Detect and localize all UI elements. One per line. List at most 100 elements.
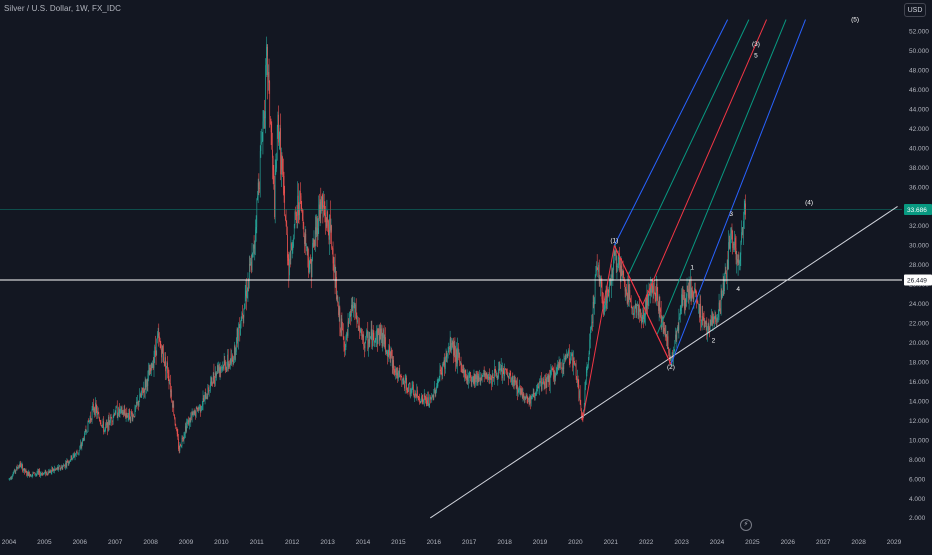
y-tick-label: 16.000: [909, 379, 929, 386]
y-tick-label: 46.000: [909, 87, 929, 94]
candle-body: [91, 418, 92, 420]
candle-body: [650, 285, 652, 293]
candle-body: [192, 412, 194, 415]
candle-body: [42, 473, 44, 476]
currency-button[interactable]: USD: [904, 3, 926, 17]
candle-body: [681, 294, 683, 306]
lightning-icon[interactable]: ⚡: [740, 519, 752, 531]
candle-body: [329, 214, 330, 240]
candle-body: [231, 357, 233, 361]
candle-body: [394, 371, 396, 373]
candle-body: [14, 469, 16, 472]
candle-body: [728, 242, 730, 249]
candle-body: [312, 242, 313, 260]
candle-body: [449, 338, 451, 349]
candle-body: [351, 304, 353, 309]
candle-body: [255, 229, 256, 243]
candle-body: [624, 281, 625, 282]
candle-body: [696, 291, 697, 303]
candle-body: [724, 279, 725, 292]
candle-body: [549, 375, 550, 385]
candle-body: [436, 386, 438, 387]
candle-body: [97, 410, 98, 415]
candle-body: [390, 349, 392, 358]
candle-body: [270, 118, 271, 124]
candle-body: [327, 211, 328, 223]
price-axis[interactable]: 2.000 4.000 6.000 8.000 10.000 12.000 14.000 16…: [904, 29, 932, 523]
candle-body: [374, 339, 376, 341]
candle-body: [417, 390, 418, 397]
candle-body: [451, 342, 452, 350]
candle-body: [223, 360, 225, 369]
y-tick-label: 24.000: [909, 301, 929, 308]
candle-body: [475, 375, 477, 379]
x-tick-label: 2010: [214, 539, 229, 546]
candle-body: [129, 419, 131, 422]
candle-body: [191, 416, 192, 418]
candle-body: [250, 261, 251, 266]
pitchfork-median-line[interactable]: [642, 19, 768, 305]
candle-body: [65, 462, 67, 466]
candle-body: [226, 365, 228, 371]
candle-body: [36, 473, 38, 475]
candle-body: [564, 357, 565, 360]
candle-body: [279, 128, 281, 141]
candle-body: [227, 354, 229, 368]
candle-body: [261, 141, 263, 142]
pitchfork-outer-line[interactable]: [670, 19, 806, 365]
candle-body: [293, 238, 294, 247]
pitchfork-inner-line[interactable]: [628, 19, 750, 275]
candle-body: [412, 384, 413, 387]
candle-body: [398, 370, 400, 374]
candle-body: [95, 402, 96, 416]
pitchfork-inner-line[interactable]: [656, 19, 787, 336]
x-tick-label: 2020: [568, 539, 583, 546]
time-axis[interactable]: 2004 2005 2006 2007 2008 2009 2010 2011 2012 2013…: [2, 539, 902, 546]
candle-body: [596, 266, 598, 270]
candle-body: [518, 390, 520, 392]
candle-body: [698, 304, 699, 305]
candle-body: [574, 361, 576, 364]
candle-body: [699, 304, 700, 318]
candle-body: [189, 417, 191, 422]
candle-body: [529, 395, 531, 404]
candle-body: [181, 437, 183, 446]
pitchfork-outer-line[interactable]: [613, 19, 729, 246]
drawings-layer[interactable]: [0, 19, 902, 519]
trend-line[interactable]: [429, 206, 898, 519]
wave-label: 3: [729, 211, 733, 218]
candle-body: [472, 376, 473, 381]
candle-body: [171, 391, 173, 402]
candle-body: [31, 476, 32, 477]
current-price-badge: [904, 204, 932, 216]
candle-body: [325, 222, 327, 227]
candle-body: [333, 263, 335, 273]
candle-body: [149, 367, 151, 376]
candle-body: [401, 376, 403, 381]
candle-body: [703, 320, 705, 327]
candle-body: [362, 334, 364, 338]
candle-body: [658, 296, 660, 311]
candle-body: [140, 394, 141, 397]
candle-body: [139, 394, 141, 402]
candle-body: [203, 398, 204, 402]
candle-body: [301, 208, 303, 210]
candle-body: [519, 385, 520, 391]
candle-body: [649, 285, 651, 296]
candle-body: [569, 361, 571, 364]
candle-body: [676, 331, 678, 340]
wave-line[interactable]: [613, 245, 672, 365]
candle-body: [439, 369, 441, 378]
candle-body: [20, 465, 22, 468]
wave-line[interactable]: [581, 245, 615, 421]
candle-body: [204, 397, 205, 402]
candle-body: [355, 304, 356, 313]
candle-body: [356, 319, 358, 323]
candle-body: [37, 471, 39, 473]
candle-body: [125, 413, 127, 418]
candle-body: [206, 396, 207, 400]
candle-body: [481, 376, 482, 380]
candle-body: [254, 242, 256, 249]
